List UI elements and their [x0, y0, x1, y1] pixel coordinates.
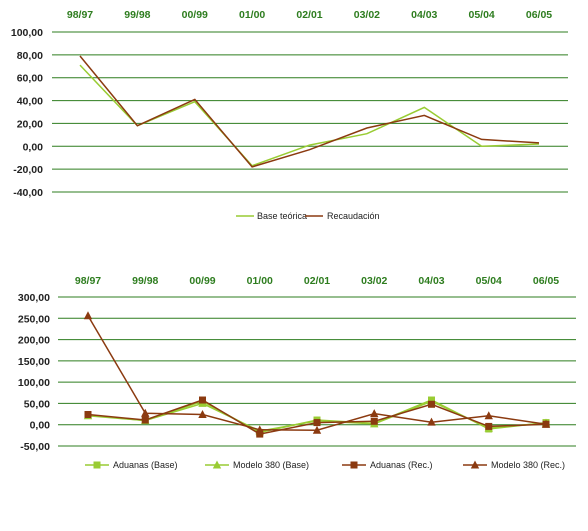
legend-marker: [93, 461, 101, 469]
legend-label: Recaudación: [327, 211, 380, 221]
category-label: 05/04: [476, 275, 502, 287]
y-tick-label: 80,00: [17, 50, 43, 62]
y-tick-label: 100,00: [18, 377, 50, 389]
legend-label: Aduanas (Rec.): [370, 460, 433, 470]
data-point: [198, 409, 207, 418]
legend-label: Base teórica: [257, 211, 307, 221]
chart-2: 300,00 250,00 200,00 150,00 100,00 50,00 0,00 -…: [18, 275, 576, 470]
data-point: [428, 400, 435, 408]
y-tick-label: 0,00: [30, 420, 51, 432]
y-tick-label: 40,00: [17, 96, 43, 108]
category-label: 06/05: [526, 9, 552, 21]
data-point: [255, 425, 264, 434]
y-tick-label: 150,00: [18, 356, 50, 368]
y-tick-label: 60,00: [17, 73, 43, 85]
data-point: [84, 410, 92, 418]
series-line: [79, 55, 540, 168]
data-point: [370, 417, 378, 425]
y-tick-label: -20,00: [13, 164, 43, 176]
legend: Base teórica Recaudación: [236, 211, 380, 221]
y-tick-label: 200,00: [18, 335, 50, 347]
series-line: [79, 64, 540, 167]
legend-marker: [350, 461, 358, 469]
y-tick-label: 20,00: [17, 118, 43, 130]
series-line: [87, 315, 547, 431]
category-label: 03/02: [361, 275, 387, 287]
data-point: [485, 422, 493, 430]
legend-marker: [470, 460, 480, 469]
category-label: 01/00: [247, 275, 273, 287]
category-label: 01/00: [239, 9, 265, 21]
data-point: [83, 311, 93, 320]
data-point: [484, 411, 493, 420]
chart-1: 100,00 80,00 60,00 40,00 20,00 0,00 -20,00 -40,…: [11, 9, 568, 221]
legend: Aduanas (Base) Modelo 380 (Base) Aduanas (…: [85, 460, 565, 470]
category-label: 98/97: [67, 9, 93, 21]
y-tick-label: 50,00: [24, 398, 50, 410]
y-tick-label: -50,00: [20, 441, 50, 453]
legend-marker: [212, 460, 222, 469]
category-label: 99/98: [132, 275, 158, 287]
category-label: 04/03: [411, 9, 437, 21]
series-1: [79, 64, 540, 167]
legend-label: Aduanas (Base): [113, 460, 178, 470]
category-label: 03/02: [354, 9, 380, 21]
category-label: 02/01: [296, 9, 322, 21]
data-point: [312, 425, 322, 434]
data-point: [141, 408, 150, 417]
category-label: 05/04: [468, 9, 494, 21]
category-label: 00/99: [189, 275, 215, 287]
category-label: 00/99: [182, 9, 208, 21]
y-tick-label: 250,00: [18, 313, 50, 325]
series-2: [79, 55, 540, 168]
data-point: [141, 416, 149, 424]
y-tick-label: 0,00: [23, 141, 44, 153]
category-label: 02/01: [304, 275, 330, 287]
legend-label: Modelo 380 (Base): [233, 460, 309, 470]
y-tick-label: 300,00: [18, 292, 50, 304]
category-label: 99/98: [124, 9, 150, 21]
y-tick-label: 100,00: [11, 27, 43, 39]
category-label: 04/03: [418, 275, 444, 287]
data-point: [541, 419, 551, 428]
category-label: 98/97: [75, 275, 101, 287]
data-point: [313, 419, 321, 427]
data-point: [256, 430, 264, 438]
series-4: [83, 311, 551, 434]
data-point: [370, 409, 379, 418]
data-point: [427, 417, 436, 426]
category-label: 06/05: [533, 275, 559, 287]
legend-label: Modelo 380 (Rec.): [491, 460, 565, 470]
data-point: [199, 396, 206, 404]
y-tick-label: -40,00: [13, 187, 43, 199]
